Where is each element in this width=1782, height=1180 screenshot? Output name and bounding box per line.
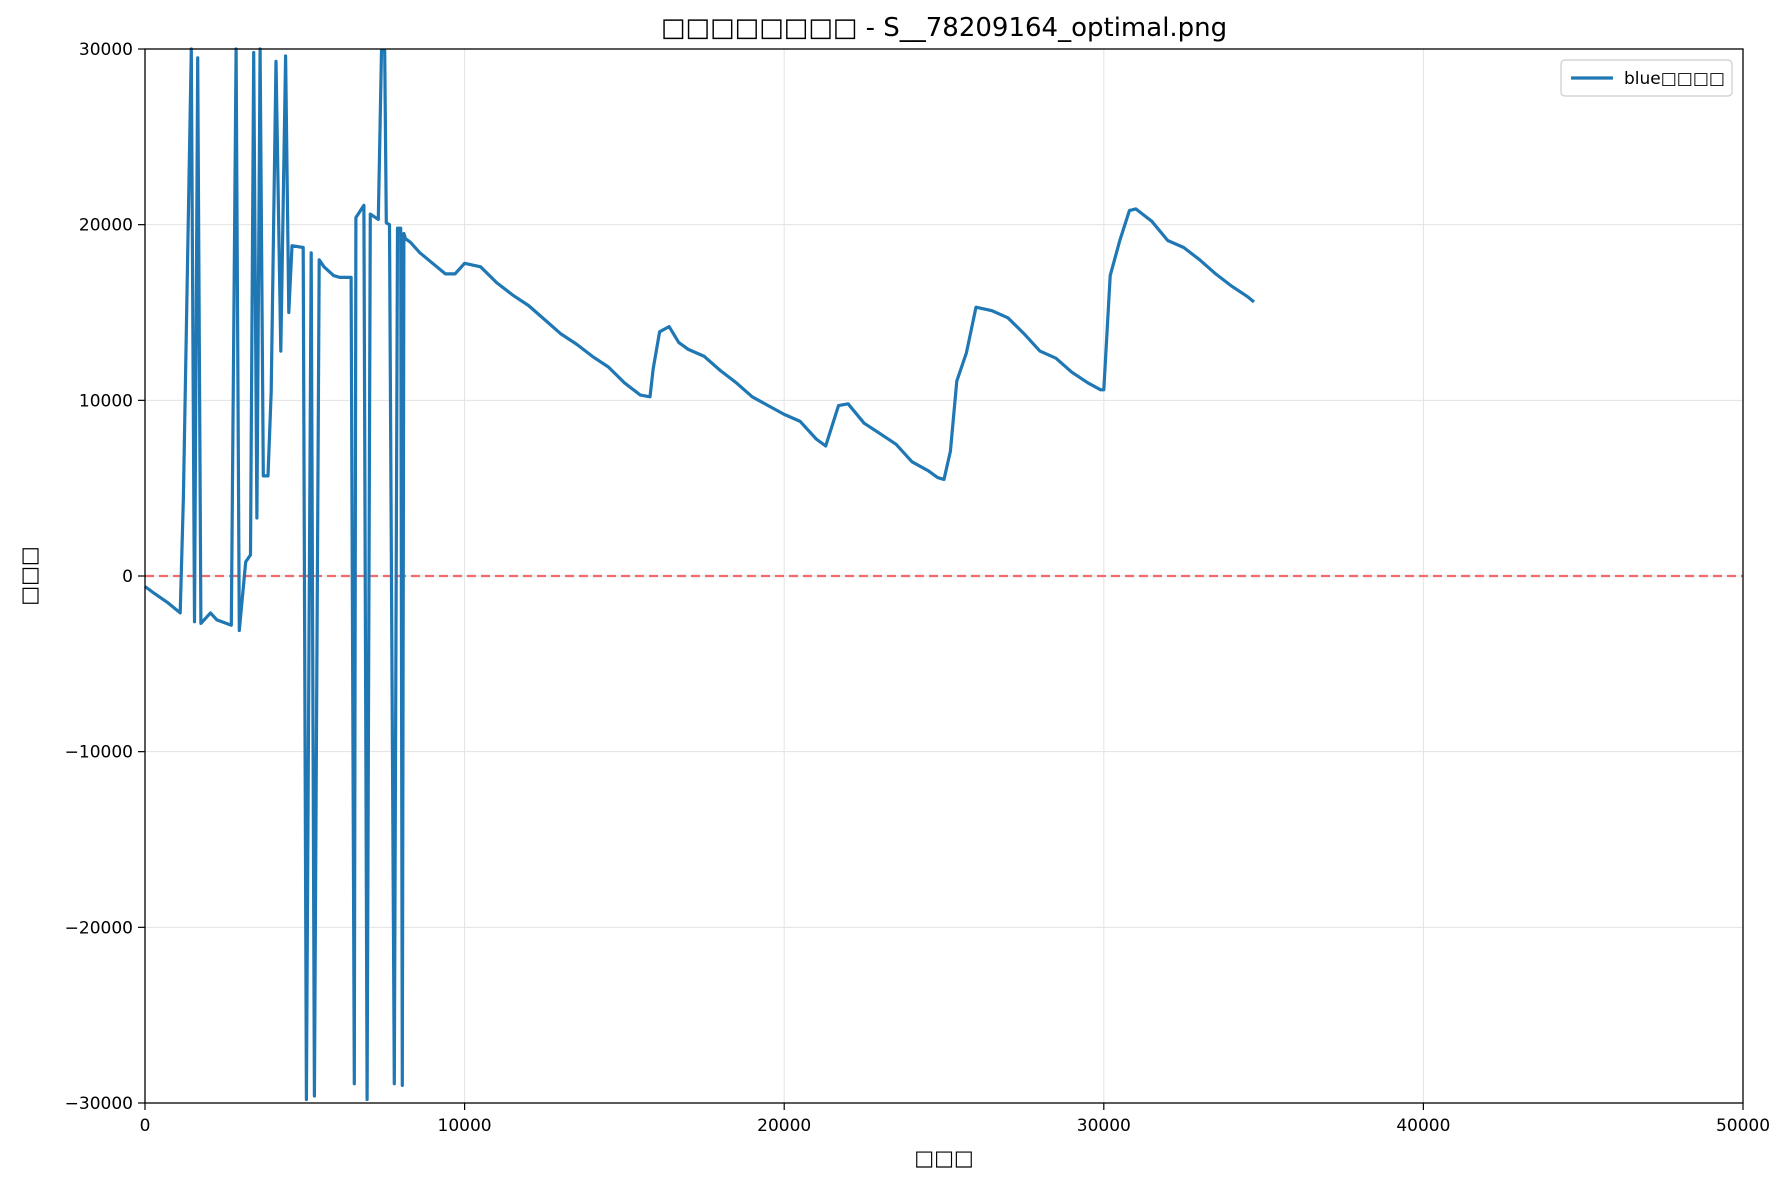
y-axis-ticks: −30000 −20000 −10000 0 10000 20000 30000 — [65, 40, 145, 1114]
x-axis-label: □□□ — [914, 1146, 974, 1170]
x-tick-label: 20000 — [757, 1116, 811, 1136]
x-tick-label: 50000 — [1716, 1116, 1770, 1136]
x-tick-label: 10000 — [438, 1116, 492, 1136]
y-tick-label: 0 — [122, 567, 133, 587]
x-tick-label: 40000 — [1396, 1116, 1450, 1136]
y-tick-label: 30000 — [79, 40, 133, 60]
y-axis-label: □□□ — [17, 546, 41, 606]
y-tick-label: −30000 — [65, 1094, 133, 1114]
y-tick-label: 10000 — [79, 391, 133, 411]
legend: blue□□□□ — [1560, 59, 1733, 97]
y-tick-label: 20000 — [79, 216, 133, 236]
series-line-blue — [144, 47, 1256, 1102]
chart-title: □□□□□□□□ - S__78209164_optimal.png — [661, 13, 1227, 43]
x-axis-ticks: 0 10000 20000 30000 40000 50000 — [140, 1103, 1770, 1136]
x-tick-label: 30000 — [1077, 1116, 1131, 1136]
x-tick-label: 0 — [140, 1116, 151, 1136]
legend-entry-blue: blue□□□□ — [1624, 69, 1725, 89]
y-tick-label: −20000 — [65, 918, 133, 938]
plot-area — [144, 47, 1256, 1102]
legend-box — [1560, 59, 1733, 97]
y-tick-label: −10000 — [65, 743, 133, 763]
